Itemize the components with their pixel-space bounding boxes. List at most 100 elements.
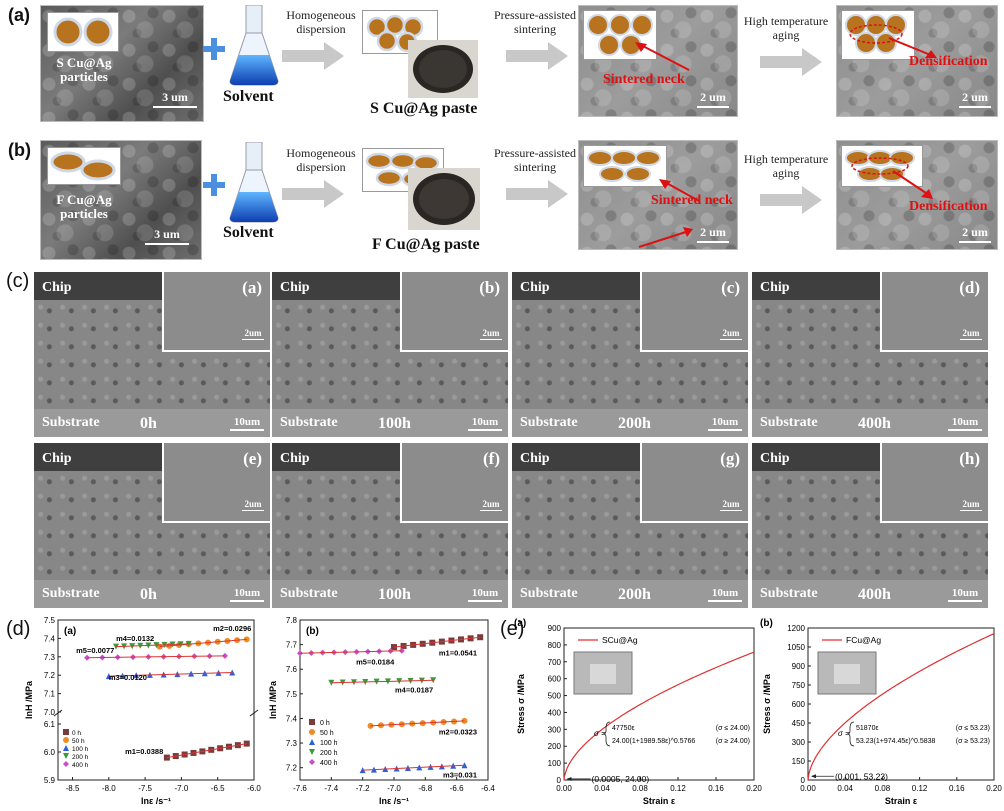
step-sintering-b: Pressure-assisted sintering xyxy=(494,146,576,174)
y-tick-label: 7.2 xyxy=(286,764,298,773)
substrate-label: Substrate xyxy=(42,586,100,601)
yield-annotation: (0.0005, 24.00) xyxy=(592,774,650,784)
equation-condition: (σ ≥ 24.00) xyxy=(716,738,750,745)
chart-title: (a) xyxy=(64,626,76,637)
equation-condition: (σ ≤ 53.23) xyxy=(956,725,990,732)
y-tick-label: 1200 xyxy=(787,624,805,633)
fit-line xyxy=(370,720,465,727)
x-tick-label: -7.6 xyxy=(293,784,307,793)
fit-line xyxy=(166,743,247,759)
data-point xyxy=(63,737,69,743)
substrate-label: Substrate xyxy=(280,586,338,601)
chip-label: Chip xyxy=(280,280,310,295)
f-sintered-schematic xyxy=(583,145,667,187)
f-particles-sem: F Cu@Ag particles 3 um xyxy=(40,140,202,260)
s-particles-scalebar: 3 um xyxy=(153,90,197,108)
axis-break-mark xyxy=(249,709,259,717)
y-tick-label: 0 xyxy=(557,776,562,785)
slope-label: m4=0.0187 xyxy=(395,686,433,695)
micrograph-tag: (c) xyxy=(721,278,740,297)
legend-entry: 50 h xyxy=(72,738,85,745)
data-point xyxy=(430,677,437,684)
data-point xyxy=(309,719,315,725)
legend-entry: 0 h xyxy=(320,720,330,727)
chip-label: Chip xyxy=(42,280,72,295)
micrograph-panel: (a) Chip Substrate 0h 10um 2um xyxy=(34,272,270,437)
y-tick-label: 7.3 xyxy=(44,653,56,662)
slope-label: m5=0.0077 xyxy=(76,646,114,655)
x-tick-label: 0.20 xyxy=(986,784,1002,793)
y-tick-label: 7.7 xyxy=(286,641,298,650)
equation-brace xyxy=(846,721,855,747)
legend-entry: 400 h xyxy=(320,760,338,767)
inset-scalebar: 2um xyxy=(960,499,982,511)
s-paste-label: S Cu@Ag paste xyxy=(370,100,478,117)
legend-entry: FCu@Ag xyxy=(846,635,881,645)
equation-condition: (σ ≤ 24.00) xyxy=(716,725,750,732)
dens-scalebar-b: 2 um xyxy=(959,225,991,243)
x-tick-label: 0.04 xyxy=(837,784,853,793)
data-point xyxy=(309,739,315,745)
stress-strain-chart-b: (b) 0.00 0.04 0.08 0.12 0.16 0.20 0 150 300 450 600… xyxy=(760,618,1002,806)
f-particles-caption: F Cu@Ag particles xyxy=(56,192,112,221)
x-tick-label: -8.0 xyxy=(102,784,116,793)
plus-icon xyxy=(203,38,225,60)
micrograph-panel: (f) Chip Substrate 100h 10um 2um xyxy=(272,443,508,608)
inset-scalebar: 2um xyxy=(720,328,742,340)
densification-pointer-icon xyxy=(888,37,937,58)
arrow-icon xyxy=(506,180,568,208)
x-tick-label: 0.04 xyxy=(594,784,610,793)
y-tick-label: 7.1 xyxy=(44,690,56,699)
zoom-inset xyxy=(162,443,270,523)
y-tick-label: 800 xyxy=(548,641,562,650)
slope-label: m3=0.0120 xyxy=(109,673,147,682)
s-particles-schematic xyxy=(47,12,119,52)
aging-time-label: 400h xyxy=(858,586,891,603)
micrograph-scalebar: 10um xyxy=(948,587,982,602)
x-tick-label: -7.2 xyxy=(356,784,370,793)
plot-frame xyxy=(807,627,995,781)
s-sintered-schematic xyxy=(583,10,657,60)
inset-scalebar: 2um xyxy=(720,499,742,511)
legend-entry: 400 h xyxy=(72,762,89,769)
chip-label: Chip xyxy=(760,451,790,466)
micrograph-scalebar: 10um xyxy=(948,416,982,431)
data-point xyxy=(63,729,69,735)
f-paste-label: F Cu@Ag paste xyxy=(372,236,480,253)
slope-label: m1=0.0541 xyxy=(439,649,477,658)
fit-line xyxy=(331,679,434,684)
x-tick-label: 0.12 xyxy=(670,784,686,793)
arrow-icon xyxy=(506,42,568,70)
y-tick-label: 5.9 xyxy=(44,776,56,785)
chip-label: Chip xyxy=(42,451,72,466)
substrate-label: Substrate xyxy=(280,415,338,430)
fit-line xyxy=(299,650,402,654)
x-axis-label: Strain ε xyxy=(885,796,918,806)
panel-label-c: (c) xyxy=(6,270,30,292)
y-tick-label: 400 xyxy=(548,708,562,717)
fit-line xyxy=(393,636,481,648)
equation-line: 47750ε xyxy=(612,725,635,732)
aging-time-label: 0h xyxy=(140,586,157,603)
y-tick-label: 1050 xyxy=(787,643,805,652)
plot-frame xyxy=(57,619,255,781)
y-tick-label: 600 xyxy=(792,700,806,709)
micrograph-panel: (c) Chip Substrate 200h 10um 2um xyxy=(512,272,748,437)
fit-line xyxy=(108,671,233,677)
slope-label: m4=0.0132 xyxy=(116,634,154,643)
data-point xyxy=(185,640,192,647)
chart-title: (a) xyxy=(514,618,526,629)
x-tick-label: -6.4 xyxy=(481,784,495,793)
solvent-label-a: Solvent xyxy=(223,88,274,105)
data-point xyxy=(309,729,315,735)
step-aging-b: High temperature aging xyxy=(743,152,829,180)
substrate-label: Substrate xyxy=(520,586,578,601)
slope-label: m5=0.0184 xyxy=(356,657,395,666)
arrow-icon xyxy=(760,48,822,76)
data-point xyxy=(477,634,484,641)
s-particles-sem: S Cu@Ag particles 3 um xyxy=(40,5,204,122)
s-particles-caption: S Cu@Ag particles xyxy=(56,55,112,84)
aging-time-label: 400h xyxy=(858,415,891,432)
x-tick-label: 0.20 xyxy=(746,784,762,793)
y-tick-label: 600 xyxy=(548,675,562,684)
